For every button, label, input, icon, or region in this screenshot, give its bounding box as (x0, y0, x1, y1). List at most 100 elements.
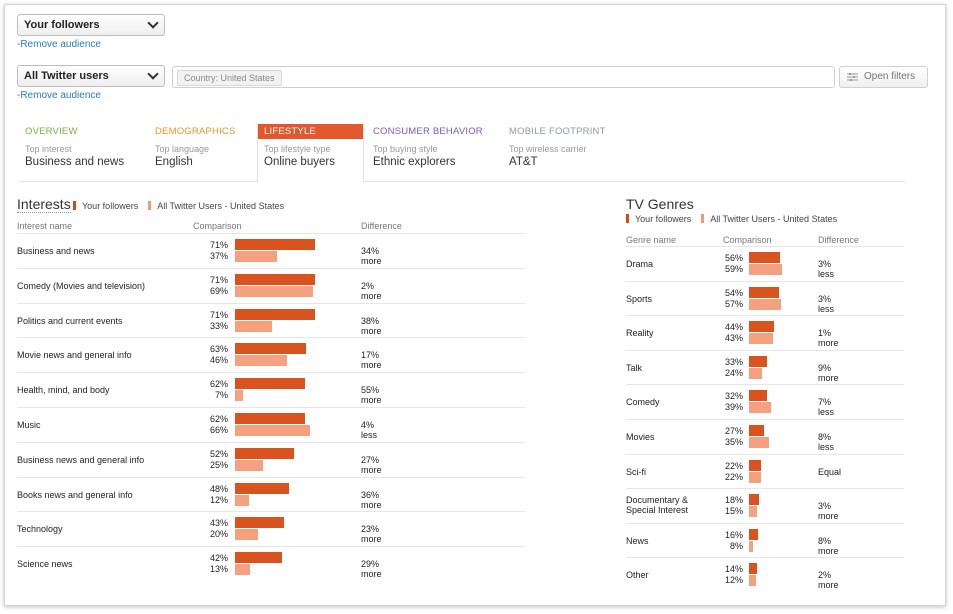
tab-overview-subtitle: Top interest (25, 144, 72, 154)
difference-value: 3% more (818, 501, 839, 522)
difference-value: 2% more (818, 570, 839, 591)
row-divider (626, 557, 904, 559)
your-followers-pct: 48% (209, 483, 228, 494)
difference-value: 9% more (818, 362, 839, 383)
your-followers-bar (749, 563, 757, 575)
all-users-pct: 15% (724, 506, 743, 517)
your-followers-pct: 18% (724, 495, 743, 506)
legend-your-followers-label: Your followers (635, 214, 692, 224)
tab-demographics-value: English (155, 156, 193, 168)
difference-value: 17% more (361, 350, 382, 371)
row-name: Reality (626, 328, 654, 339)
audience-dropdown-comparison-value: All Twitter users (24, 70, 109, 82)
row-divider (626, 349, 904, 351)
row-divider (17, 302, 525, 304)
row-divider (626, 453, 904, 455)
your-followers-pct: 16% (724, 529, 743, 540)
all-users-bar (235, 529, 258, 541)
tab-demographics[interactable]: DEMOGRAPHICS Top language English (149, 124, 257, 180)
all-users-bar (235, 425, 310, 436)
row-name: Business and news (17, 246, 95, 256)
tab-lifestyle[interactable]: LIFESTYLE Top lifestyle type Online buye… (257, 124, 364, 182)
remove-audience-link-comparison[interactable]: -Remove audience (17, 90, 101, 101)
your-followers-bar (235, 413, 306, 424)
all-users-bar (235, 459, 264, 471)
all-users-pct: 22% (724, 471, 743, 482)
difference-value: 2% more (361, 280, 382, 301)
your-followers-pct: 62% (209, 414, 228, 424)
your-followers-pct: 52% (209, 448, 228, 459)
audience-dropdown-primary[interactable]: Your followers (17, 14, 165, 36)
audience-insights-panel: Your followers -Remove audience All Twit… (4, 4, 946, 606)
all-users-pct: 25% (209, 459, 228, 470)
interests-legend: Your followers All Twitter Users - United… (73, 201, 284, 211)
your-followers-bar (235, 447, 294, 459)
remove-audience-link-primary[interactable]: -Remove audience (17, 39, 101, 50)
your-followers-pct: 32% (724, 391, 743, 402)
your-followers-pct: 27% (724, 426, 743, 436)
your-followers-bar (235, 552, 283, 564)
all-users-pct: 57% (724, 298, 743, 309)
row-name: Movie news and general info (17, 350, 132, 361)
open-filters-label: Open filters (864, 71, 916, 82)
legend-your-followers-label: Your followers (82, 201, 139, 211)
row-name: Sci-fi (626, 466, 646, 477)
tv-genres-col-name: Genre name (626, 235, 677, 245)
tab-lifestyle-subtitle: Top lifestyle type (264, 144, 331, 154)
difference-value: 3% less (818, 293, 835, 314)
row-divider (626, 280, 904, 282)
tab-overview[interactable]: OVERVIEW Top interest Business and news (19, 124, 147, 180)
all-users-bar (749, 367, 763, 379)
all-users-pct: 35% (724, 437, 743, 447)
all-users-pct: 13% (209, 564, 228, 575)
row-name: Comedy (Movies and television) (17, 280, 146, 291)
difference-value: 36% more (361, 489, 382, 510)
row-divider (17, 511, 525, 513)
your-followers-bar (235, 308, 316, 320)
your-followers-bar (749, 390, 767, 402)
all-users-pct: 7% (214, 390, 228, 401)
all-users-pct: 39% (724, 402, 743, 413)
chevron-down-icon (147, 68, 159, 80)
tab-overview-title: OVERVIEW (25, 126, 78, 137)
row-name: Other (626, 570, 649, 581)
filter-input[interactable]: Country: United States (172, 66, 835, 88)
row-name: News (626, 535, 649, 546)
your-followers-pct: 33% (724, 356, 743, 367)
interests-col-difference: Difference (361, 221, 402, 231)
tab-consumer-behavior-subtitle: Top buying style (373, 144, 438, 154)
your-followers-bar (749, 494, 760, 506)
difference-value: 55% more (361, 385, 382, 406)
all-users-pct: 37% (209, 251, 228, 261)
your-followers-bar (749, 286, 780, 298)
all-users-pct: 24% (724, 367, 743, 378)
country-filter-chip[interactable]: Country: United States (177, 70, 282, 86)
row-divider (17, 267, 525, 269)
your-followers-pct: 54% (724, 287, 743, 298)
your-followers-pct: 63% (209, 344, 228, 355)
row-name: Business news and general info (17, 454, 145, 465)
your-followers-bar (749, 425, 765, 436)
your-followers-bar (749, 252, 781, 263)
row-divider (626, 246, 904, 247)
all-users-bar (235, 320, 273, 332)
all-users-pct: 20% (209, 529, 228, 540)
legend-all-users-label: All Twitter Users - United States (710, 214, 838, 224)
all-users-pct: 33% (209, 320, 228, 331)
your-followers-pct: 56% (724, 253, 743, 263)
open-filters-button[interactable]: Open filters (839, 66, 928, 88)
row-divider (626, 488, 904, 490)
legend-your-followers-swatch (626, 214, 629, 223)
tab-consumer-behavior[interactable]: CONSUMER BEHAVIOR Top buying style Ethni… (367, 124, 505, 180)
all-users-pct: 8% (729, 540, 743, 551)
difference-value: 23% more (361, 524, 382, 545)
all-users-pct: 69% (209, 285, 228, 296)
audience-dropdown-comparison[interactable]: All Twitter users (17, 65, 165, 87)
tab-mobile-footprint[interactable]: MOBILE FOOTPRINT Top wireless carrier AT… (503, 124, 633, 180)
all-users-pct: 66% (209, 425, 228, 435)
your-followers-pct: 42% (209, 553, 228, 564)
row-name: Books news and general info (17, 489, 133, 500)
all-users-bar (235, 390, 243, 402)
legend-all-users-swatch (148, 201, 152, 210)
your-followers-pct: 62% (209, 379, 228, 390)
